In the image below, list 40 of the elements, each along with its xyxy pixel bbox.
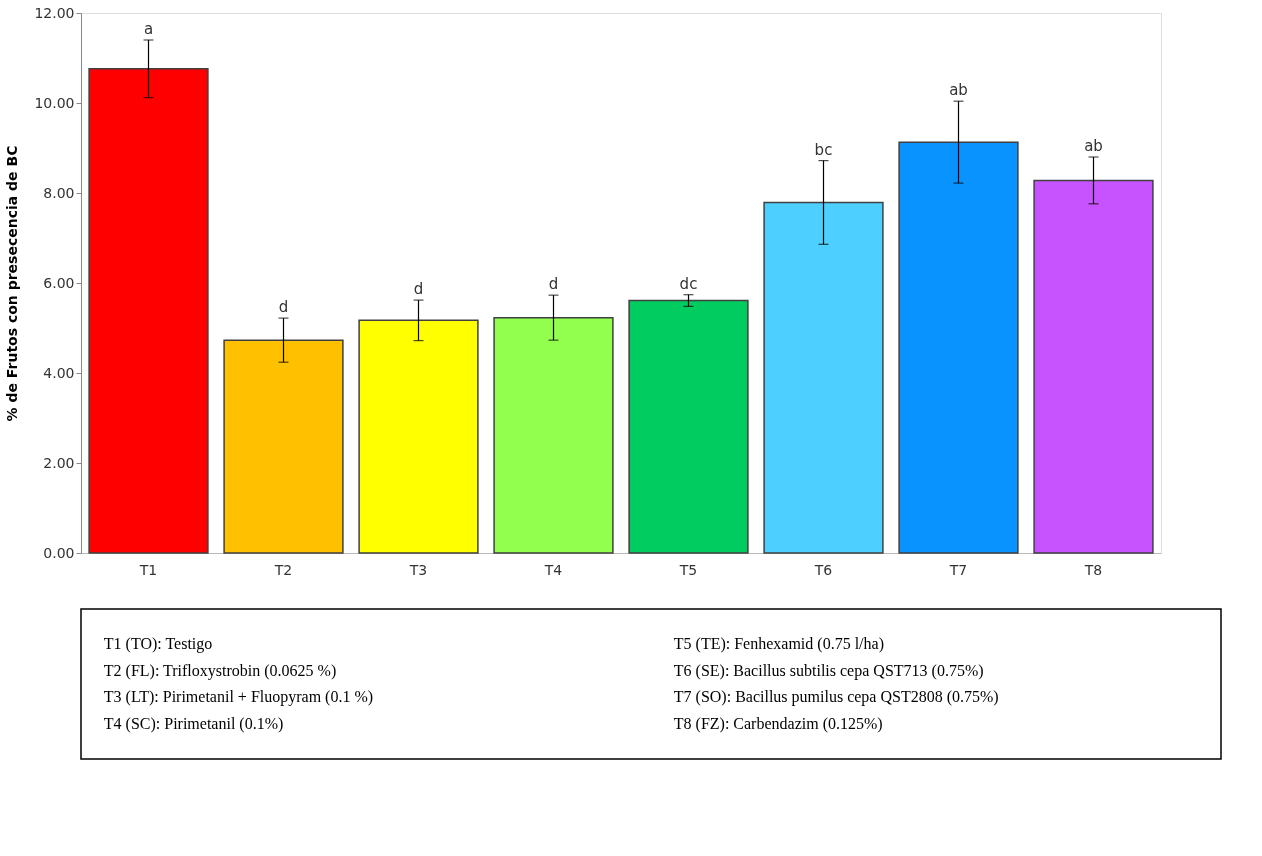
text: T1 (TO): Testigo bbox=[103, 634, 213, 653]
bar bbox=[88, 68, 209, 554]
y-axis-title: % de Frutos con presecencia de BC bbox=[4, 145, 21, 422]
data-label: ab bbox=[1084, 137, 1103, 155]
y-tick-label: 12.00 bbox=[34, 4, 75, 21]
x-tick-label: T2 bbox=[273, 561, 293, 578]
text: T3 (LT): Pirimetanil + Fluopyram (0.1 %) bbox=[103, 688, 374, 707]
x-tick-label: T6 bbox=[813, 561, 833, 578]
x-tick-label: T8 bbox=[1083, 561, 1103, 578]
bar bbox=[223, 339, 344, 554]
y-tick-label: 10.00 bbox=[34, 94, 75, 111]
x-tick-label: T5 bbox=[678, 561, 698, 578]
text: T2 (FL): Trifloxystrobin (0.0625 %) bbox=[103, 661, 337, 680]
bar bbox=[493, 316, 614, 554]
data-label: d bbox=[548, 275, 559, 294]
data-label: ab bbox=[949, 81, 968, 100]
text: T6 (SE): Bacillus subtilis cepa QST713 (0.75%) bbox=[673, 661, 984, 680]
data-label: dc bbox=[679, 274, 698, 293]
text: T4 (SC): Pirimetanil (0.1%) bbox=[103, 715, 284, 734]
text: T5 (TE): Fenhexamid (0.75 l/ha) bbox=[673, 634, 884, 653]
x-tick-label: T4 bbox=[543, 561, 563, 578]
y-tick-label: 4.00 bbox=[43, 364, 75, 381]
x-tick-label: T7 bbox=[948, 561, 968, 578]
bar bbox=[628, 299, 749, 554]
data-label: d bbox=[278, 298, 289, 317]
x-tick-label: T1 bbox=[138, 561, 158, 578]
data-label: bc bbox=[814, 140, 833, 159]
bar bbox=[898, 141, 1019, 554]
y-tick-label: 2.00 bbox=[43, 454, 75, 471]
y-tick-label: 8.00 bbox=[43, 184, 75, 201]
bar bbox=[358, 319, 479, 554]
y-tick-label: 0.00 bbox=[43, 544, 75, 561]
data-label: a bbox=[143, 20, 154, 38]
text: T7 (SO): Bacillus pumilus cepa QST2808 (0.75%) bbox=[673, 688, 999, 707]
bar bbox=[1033, 179, 1154, 554]
y-tick-label: 6.00 bbox=[43, 274, 75, 291]
text: T8 (FZ): Carbendazim (0.125%) bbox=[673, 715, 883, 734]
bar bbox=[763, 201, 884, 554]
data-label: d bbox=[413, 280, 424, 299]
x-tick-label: T3 bbox=[408, 561, 428, 578]
